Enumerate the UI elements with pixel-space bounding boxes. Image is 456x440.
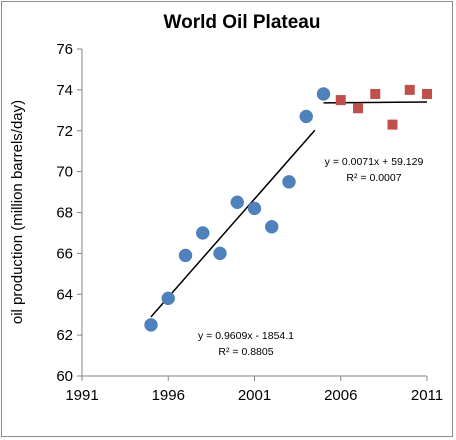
chart-title: World Oil Plateau <box>164 12 321 33</box>
y-tick-label: 62 <box>56 327 73 344</box>
y-tick-label: 72 <box>56 123 73 140</box>
y-tick-label: 64 <box>56 286 73 303</box>
x-tick-label: 2006 <box>324 387 357 404</box>
data-point-square <box>404 84 415 95</box>
x-ticks: 1991 1996 2001 2006 2011 <box>65 376 443 404</box>
data-point-square <box>353 103 363 114</box>
y-tick-label: 70 <box>56 164 73 181</box>
trendline-equation: y = 0.9609x - 1854.1 <box>198 330 294 342</box>
data-series <box>144 84 432 332</box>
data-point-circle <box>230 195 244 210</box>
trendline-r-squared: R² = 0.8805 <box>218 346 273 358</box>
x-tick-label: 1996 <box>152 387 185 404</box>
data-point-circle <box>282 175 296 189</box>
data-point-circle <box>299 109 313 124</box>
trendlines <box>150 101 428 318</box>
y-tick-label: 66 <box>56 245 73 262</box>
data-point-square <box>370 88 381 99</box>
data-point-circle <box>247 201 262 216</box>
y-tick-label: 60 <box>56 368 73 385</box>
data-point-circle <box>213 246 227 261</box>
trendline-equations: y = 0.9609x - 1854.1 R² = 0.8805 y = 0.007… <box>198 156 424 358</box>
trendline-growth <box>150 129 316 318</box>
y-ticks: 60 62 64 66 68 70 72 74 76 <box>56 41 82 385</box>
x-tick-label: 2011 <box>411 387 443 404</box>
y-tick-label: 74 <box>56 82 73 99</box>
y-axis-label: oil production (million barrels/day) <box>9 100 26 324</box>
data-point-circle <box>316 87 331 101</box>
trendline-equation: y = 0.0071x + 59.129 <box>325 156 424 168</box>
trendline-r-squared: R² = 0.0007 <box>346 172 401 184</box>
data-point-square <box>387 119 398 130</box>
data-point-circle <box>178 248 193 263</box>
data-point-circle <box>144 318 158 332</box>
x-tick-label: 1991 <box>65 387 98 404</box>
y-tick-label: 68 <box>56 205 73 222</box>
data-point-square <box>335 95 346 106</box>
y-tick-label: 76 <box>56 41 73 58</box>
data-point-square <box>422 88 432 99</box>
data-point-circle <box>265 220 279 234</box>
data-point-circle <box>161 291 175 306</box>
data-point-circle <box>196 226 210 240</box>
x-tick-label: 2001 <box>238 387 271 404</box>
